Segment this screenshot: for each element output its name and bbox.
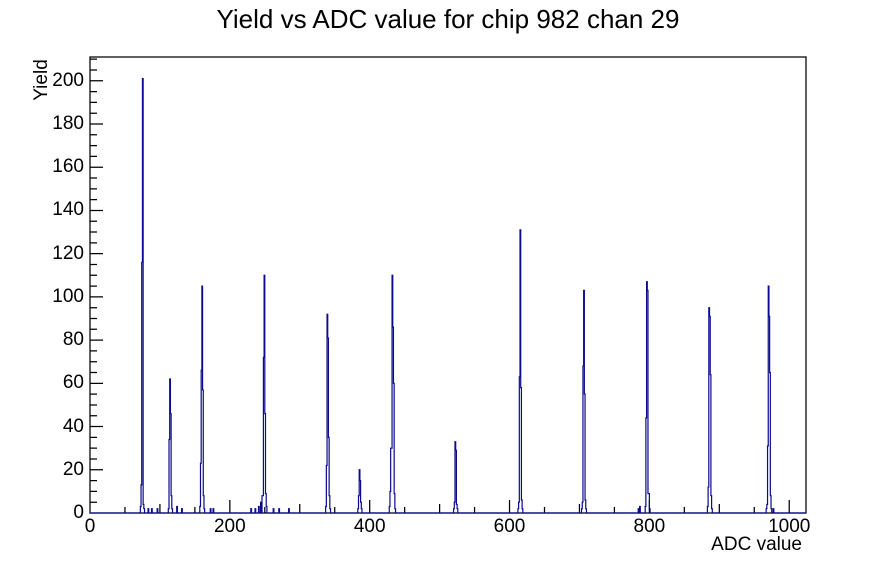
y-tick-label: 100 (52, 285, 84, 307)
x-tick-label: 600 (493, 516, 526, 537)
x-tick-label: 0 (84, 516, 96, 537)
x-tick-label: 800 (633, 516, 666, 537)
y-tick-label: 140 (52, 199, 84, 221)
plot-frame (89, 56, 807, 514)
y-tick-label: 60 (62, 372, 84, 394)
y-tick-label: 200 (52, 69, 84, 91)
x-tick-label: 1000 (768, 516, 811, 537)
y-tick-label: 40 (62, 415, 84, 437)
x-tick-label: 200 (213, 516, 246, 537)
y-tick-label: 20 (62, 458, 84, 480)
x-axis-title: ADC value (711, 534, 802, 555)
y-tick-label: 120 (52, 242, 84, 264)
plot-title: Yield vs ADC value for chip 982 chan 29 (216, 4, 680, 34)
y-tick-label: 180 (52, 113, 84, 134)
axis-ticks (90, 58, 790, 513)
y-tick-label: 80 (62, 329, 84, 351)
y-tick-label: 0 (73, 502, 84, 523)
x-tick-label: 400 (353, 516, 386, 537)
histogram-line (90, 78, 806, 514)
y-tick-label: 160 (52, 156, 84, 178)
